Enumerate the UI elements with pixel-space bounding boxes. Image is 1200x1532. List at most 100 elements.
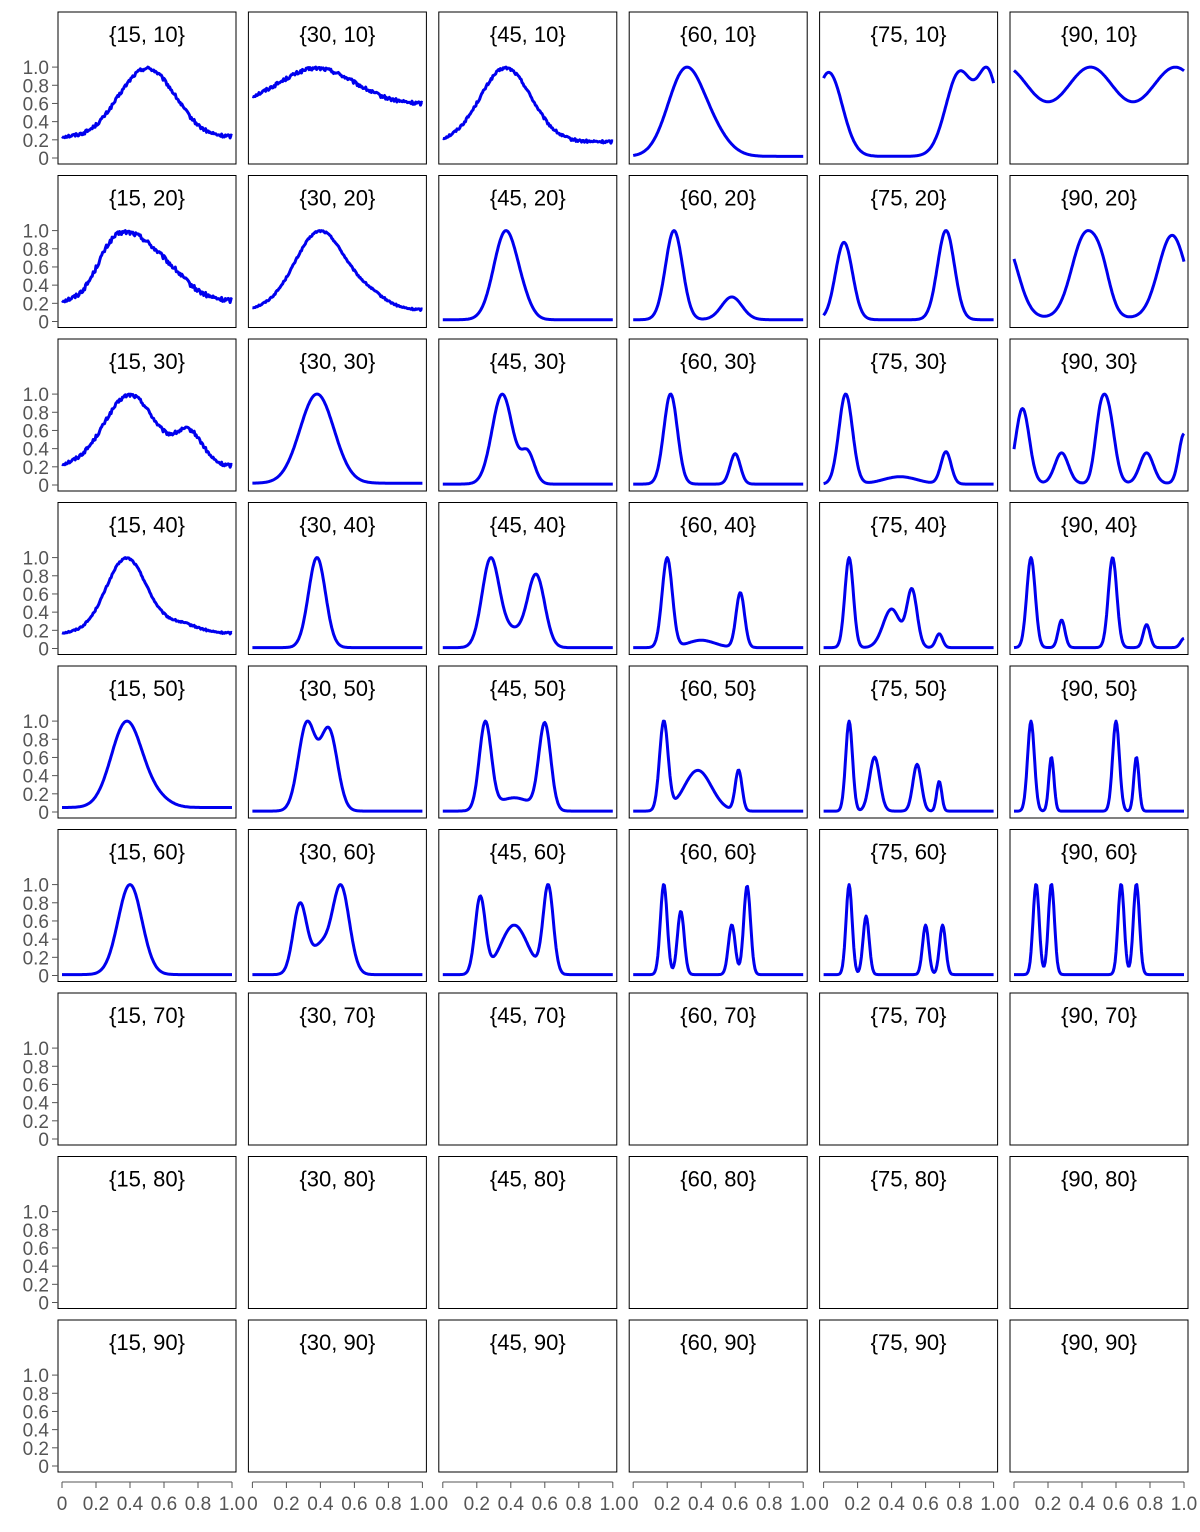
panel-11: {75, 20} (819, 175, 999, 328)
panel-title: {60, 60} (680, 840, 756, 865)
panel-title: {75, 10} (871, 22, 947, 47)
panel-34: {60, 60} (628, 829, 808, 982)
x-tick-label: 0.2 (464, 1494, 490, 1515)
y-tick-label: 0 (38, 803, 49, 824)
series-line (823, 556, 995, 650)
panel-18: {90, 30} (1009, 338, 1189, 492)
series-line (442, 556, 614, 650)
panel-44: {30, 80} (247, 1156, 427, 1309)
panel-title: {30, 70} (299, 1003, 375, 1028)
series-line (1013, 883, 1185, 977)
panel-4: {60, 10} (628, 11, 808, 165)
panel-title: {15, 70} (109, 1003, 185, 1028)
y-tick-label: 0.8 (23, 1384, 49, 1405)
series-line (1012, 229, 1186, 319)
panel-frame (247, 502, 427, 655)
panel-title: {90, 60} (1061, 840, 1137, 865)
y-tick-label: 1.0 (23, 876, 49, 897)
y-tick-label: 0.8 (23, 730, 49, 751)
series-line (251, 65, 424, 107)
panel-title: {15, 90} (109, 1330, 185, 1355)
panel-9: {45, 20} (438, 175, 618, 328)
series-line (1013, 719, 1185, 813)
x-tick-label: 0.4 (117, 1494, 144, 1515)
panel-title: {60, 90} (680, 1330, 756, 1355)
panel-frame (247, 1156, 427, 1309)
panel-title: {45, 20} (490, 186, 566, 211)
y-tick-label: 0.8 (23, 1057, 49, 1078)
panel-title: {90, 80} (1061, 1167, 1137, 1192)
x-tick-label: 0.2 (844, 1494, 870, 1515)
panel-frame (57, 1319, 237, 1473)
y-tick-label: 0 (38, 1457, 49, 1478)
panel-title: {30, 80} (299, 1167, 375, 1192)
panel-frame (1009, 992, 1189, 1146)
x-tick-label: 1.0 (980, 1494, 1006, 1515)
panel-38: {30, 70} (247, 992, 427, 1146)
panel-5: {75, 10} (819, 11, 999, 165)
panel-frame (438, 11, 618, 165)
panel-frame (57, 338, 237, 492)
y-tick-label: 0.8 (23, 240, 49, 261)
panel-title: {60, 30} (680, 349, 756, 374)
panel-13: {15, 30} 00.20.40.60.81.0 (23, 338, 237, 497)
x-tick-label: 0.8 (1137, 1494, 1163, 1515)
x-tick-label: 0.4 (1069, 1494, 1096, 1515)
panel-title: {75, 60} (871, 840, 947, 865)
panel-title: {30, 40} (299, 513, 375, 538)
panel-frame (1009, 175, 1189, 328)
panel-title: {90, 50} (1061, 676, 1137, 701)
panel-title: {90, 10} (1061, 22, 1137, 47)
panel-49: {15, 90}00.20.40.60.81.00 0.2 0.4 0.6 0.8 1.0 (23, 1319, 245, 1515)
panel-title: {45, 60} (490, 840, 566, 865)
x-tick-label: 0.6 (722, 1494, 748, 1515)
panel-frame (819, 992, 999, 1146)
panel-title: {30, 20} (299, 186, 375, 211)
panel-frame (247, 665, 427, 819)
panel-frame (1009, 665, 1189, 819)
series-line (442, 883, 614, 977)
panel-frame (438, 1319, 618, 1473)
panel-27: {45, 50} (438, 665, 618, 819)
panel-46: {60, 80} (628, 1156, 808, 1309)
x-tick-label: 0.6 (151, 1494, 177, 1515)
x-tick-label: 0.4 (307, 1494, 334, 1515)
y-tick-label: 0.2 (23, 294, 49, 315)
panel-12: {90, 20} (1009, 175, 1189, 328)
x-tick-label: 0.4 (688, 1494, 715, 1515)
panel-25: {15, 50} 00.20.40.60.81.0 (23, 665, 237, 824)
y-tick-label: 0.6 (23, 912, 49, 933)
y-tick-label: 0.6 (23, 421, 49, 442)
x-tick-label: 1.0 (409, 1494, 435, 1515)
panel-45: {45, 80} (438, 1156, 618, 1309)
panel-title: {45, 70} (490, 1003, 566, 1028)
panel-title: {75, 30} (871, 349, 947, 374)
series-line (442, 719, 614, 813)
panel-frame (57, 829, 237, 982)
panel-title: {90, 70} (1061, 1003, 1137, 1028)
y-tick-label: 0 (38, 640, 49, 661)
x-tick-label: 1.0 (1171, 1494, 1197, 1515)
y-tick-label: 0.8 (23, 1221, 49, 1242)
panel-32: {30, 60} (247, 829, 427, 982)
panel-title: {15, 30} (109, 349, 185, 374)
y-tick-label: 0.8 (23, 567, 49, 588)
panel-title: {45, 40} (490, 513, 566, 538)
panel-frame (628, 11, 808, 165)
series-line (1012, 392, 1186, 485)
x-tick-label: 1.0 (219, 1494, 245, 1515)
y-tick-label: 0.8 (23, 894, 49, 915)
panel-48: {90, 80} (1009, 1156, 1189, 1309)
series-line (442, 229, 614, 322)
panel-title: {75, 80} (871, 1167, 947, 1192)
series-line (632, 65, 804, 158)
series-line (251, 556, 423, 650)
panel-7: {15, 20} 00.20.40.60.81.0 (23, 175, 237, 334)
panel-title: {90, 40} (1061, 513, 1137, 538)
panel-title: {75, 90} (871, 1330, 947, 1355)
panel-title: {30, 50} (299, 676, 375, 701)
y-tick-label: 0.2 (23, 948, 49, 969)
panel-title: {75, 50} (871, 676, 947, 701)
series-line (822, 65, 996, 158)
x-tick-label: 1.0 (790, 1494, 816, 1515)
